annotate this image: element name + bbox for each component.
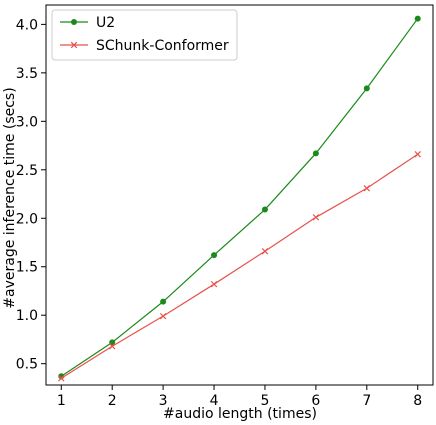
series-line <box>60 18 419 377</box>
data-point <box>312 214 320 221</box>
x-tick-label: 4 <box>210 393 219 409</box>
legend-label: U2 <box>96 15 115 31</box>
series-1 <box>58 151 421 382</box>
x-tick-label: 6 <box>311 393 320 409</box>
data-point <box>109 339 116 346</box>
x-tick-label: 8 <box>413 393 422 409</box>
y-tick-label: 3.0 <box>16 114 38 130</box>
x-tick-label: 3 <box>159 393 168 409</box>
data-point <box>159 312 167 320</box>
data-point <box>160 298 167 305</box>
data-point <box>363 184 371 192</box>
data-point <box>414 151 421 158</box>
y-tick-label: 2.5 <box>16 163 38 179</box>
x-axis-title: #audio length (times) <box>163 406 317 422</box>
legend-label: SChunk-Conformer <box>96 38 229 54</box>
y-axis-title: #average inference time (secs) <box>2 87 18 308</box>
data-point <box>261 247 269 255</box>
series-layer <box>58 15 421 382</box>
data-point <box>108 342 116 350</box>
x-tick-label: 7 <box>362 393 371 409</box>
plot-area <box>45 4 434 386</box>
x-tick-label: 1 <box>57 393 66 409</box>
y-tick-label: 1.5 <box>16 260 38 276</box>
y-tick-label: 0.5 <box>16 357 38 373</box>
y-tick-label: 4.0 <box>16 17 38 33</box>
x-tick-label: 2 <box>108 393 117 409</box>
legend-box <box>51 9 238 61</box>
data-point <box>414 15 421 22</box>
y-tick-label: 1.0 <box>16 308 38 324</box>
legend: U2 SChunk-Conformer <box>51 9 238 61</box>
legend-marker <box>70 41 78 49</box>
legend-marker <box>71 19 77 25</box>
y-tick-label: 3.5 <box>16 66 38 82</box>
plot-frame <box>45 4 434 386</box>
data-point <box>363 85 370 92</box>
data-point <box>261 206 268 213</box>
y-axis: 0.5 1.0 1.5 2.0 2.5 3.0 3.5 4.0 <box>16 17 46 373</box>
x-axis: 1 2 3 4 5 6 7 8 <box>57 385 422 409</box>
series-line <box>60 153 419 379</box>
series-0 <box>58 15 421 380</box>
data-point <box>211 252 218 259</box>
y-tick-label: 2.0 <box>16 211 38 227</box>
x-tick-label: 5 <box>260 393 269 409</box>
data-point <box>312 150 319 157</box>
data-point <box>58 374 65 382</box>
data-point <box>210 280 218 288</box>
